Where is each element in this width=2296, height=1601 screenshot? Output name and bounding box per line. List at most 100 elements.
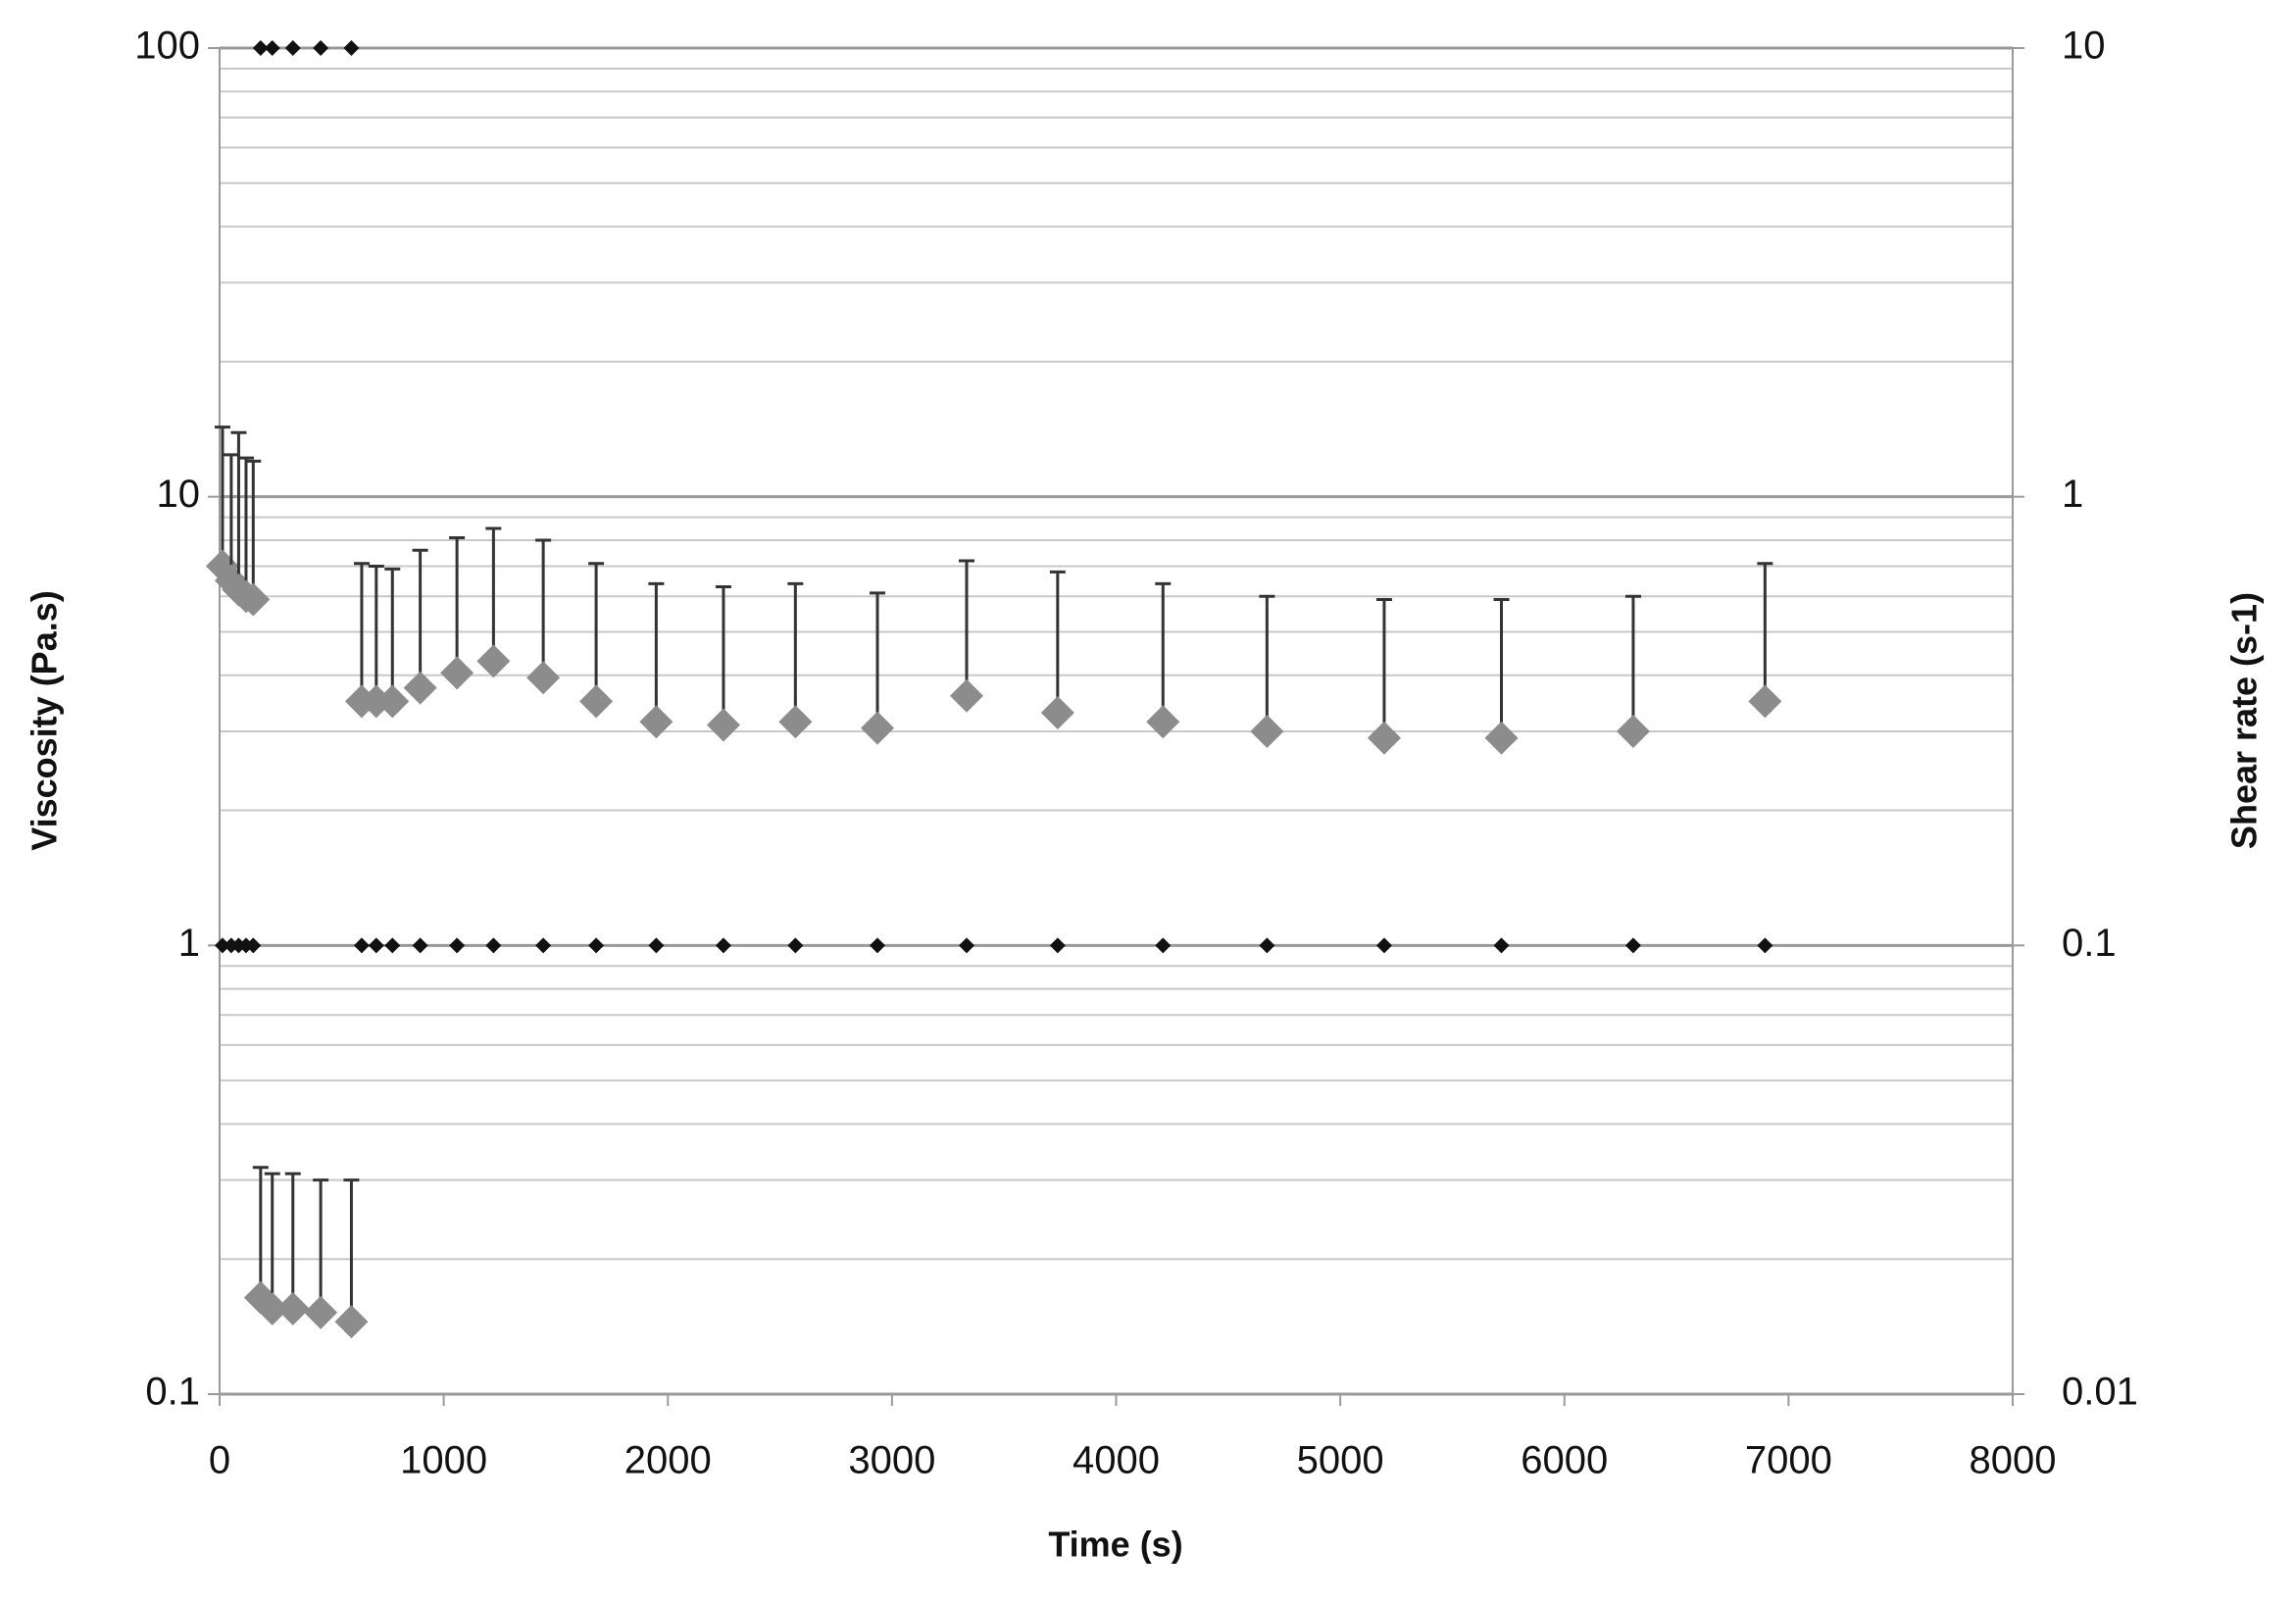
point <box>245 937 262 954</box>
y-axis-title: Viscosity (Pa.s) <box>25 590 65 850</box>
point <box>1748 684 1782 719</box>
point <box>715 937 731 954</box>
error-bar <box>1049 570 1066 714</box>
point <box>1367 721 1401 755</box>
x-tick-label: 5000 <box>1297 1439 1384 1482</box>
x-tick-label: 6000 <box>1521 1439 1608 1482</box>
error-bar <box>343 1178 360 1323</box>
x-axis-title: Time (s) <box>1048 1525 1182 1565</box>
point <box>639 705 674 739</box>
error-bar <box>1624 594 1641 731</box>
point <box>1049 937 1066 954</box>
point <box>412 937 428 954</box>
point <box>449 937 466 954</box>
point <box>1484 721 1519 755</box>
error-bar <box>237 456 254 597</box>
point <box>1155 937 1172 954</box>
point <box>440 656 474 690</box>
y-tick-label: 100 <box>134 25 200 68</box>
error-bar <box>1375 598 1392 738</box>
point <box>476 644 511 678</box>
x-tick-label: 8000 <box>1970 1439 2057 1482</box>
error-bar <box>787 581 804 723</box>
error-bar <box>959 559 975 696</box>
point <box>214 937 230 954</box>
error-bar <box>353 562 370 702</box>
point <box>588 937 605 954</box>
x-tick-label: 2000 <box>624 1439 712 1482</box>
point <box>304 1295 338 1329</box>
point <box>870 937 886 954</box>
point <box>648 937 665 954</box>
point <box>252 40 269 56</box>
x-tick-label: 1000 <box>400 1439 487 1482</box>
point <box>706 708 740 742</box>
point <box>1493 937 1510 954</box>
error-bar <box>412 548 428 688</box>
x-tick-label: 7000 <box>1745 1439 1832 1482</box>
point <box>334 1305 369 1339</box>
point <box>1259 937 1275 954</box>
point <box>255 1291 289 1326</box>
error-bar <box>245 459 262 600</box>
point <box>1250 714 1284 748</box>
point <box>861 711 895 745</box>
point <box>264 40 280 56</box>
error-bar <box>384 567 401 702</box>
point <box>343 40 360 56</box>
error-bar <box>1259 594 1275 731</box>
error-bar <box>252 1166 269 1298</box>
point <box>403 671 437 705</box>
x-tick-label: 4000 <box>1073 1439 1160 1482</box>
y2-tick-label: 10 <box>2062 25 2106 68</box>
point <box>1146 705 1180 739</box>
y-tick-label: 10 <box>157 473 201 516</box>
point <box>375 684 410 719</box>
point <box>1757 937 1773 954</box>
error-bar <box>223 453 239 581</box>
point <box>313 40 329 56</box>
error-bar <box>313 1178 329 1313</box>
point <box>1616 714 1650 748</box>
point <box>1624 937 1641 954</box>
point <box>236 582 271 617</box>
point <box>275 1291 310 1326</box>
point <box>535 937 552 954</box>
error-bar <box>870 591 886 728</box>
point <box>787 937 804 954</box>
y2-tick-label: 1 <box>2062 473 2083 516</box>
y2-tick-label: 0.1 <box>2062 922 2117 965</box>
error-bar <box>214 425 230 567</box>
error-bar <box>1155 581 1172 723</box>
error-bar <box>485 526 502 662</box>
y2-axis-title: Shear rate (s-1) <box>2224 592 2265 849</box>
point <box>526 661 561 695</box>
point <box>1375 937 1392 954</box>
point <box>284 40 301 56</box>
point <box>950 678 984 713</box>
error-bar <box>535 538 552 678</box>
error-bar <box>1757 562 1773 702</box>
x-tick-label: 3000 <box>848 1439 935 1482</box>
error-bar <box>648 581 665 723</box>
x-tick-label: 0 <box>209 1439 230 1482</box>
error-bar <box>715 585 731 725</box>
point <box>368 937 384 954</box>
point <box>384 937 401 954</box>
error-bar <box>284 1172 301 1309</box>
error-bar <box>264 1172 280 1309</box>
point <box>778 705 813 739</box>
error-bar <box>368 565 384 702</box>
error-bar <box>588 562 605 702</box>
error-bar <box>1493 598 1510 738</box>
y-tick-label: 0.1 <box>145 1371 200 1414</box>
y2-tick-label: 0.01 <box>2062 1371 2138 1414</box>
point <box>485 937 502 954</box>
point <box>959 937 975 954</box>
point <box>579 684 614 719</box>
y-tick-label: 1 <box>178 922 200 965</box>
point <box>353 937 370 954</box>
error-bar <box>449 536 466 674</box>
point <box>1040 696 1074 730</box>
